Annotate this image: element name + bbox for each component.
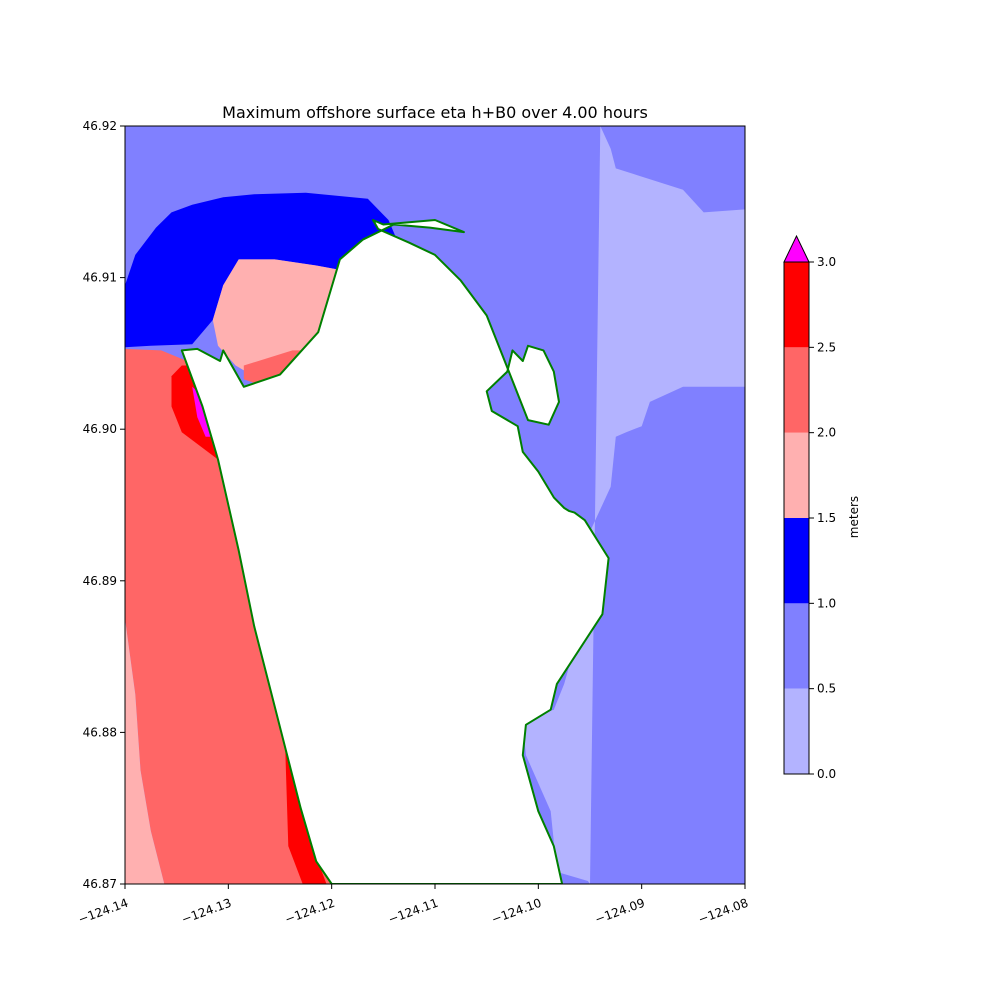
x-tick-label: −124.12 [283,896,337,927]
colorbar-extend-arrow [783,234,810,263]
colorbar-label: meters [847,496,861,538]
y-tick-label: 46.91 [83,271,117,285]
y-tick-label: 46.89 [83,574,117,588]
plot-area [125,126,745,884]
y-tick-label: 46.90 [83,422,117,436]
chart-title: Maximum offshore surface eta h+B0 over 4… [222,103,648,122]
y-tick-label: 46.92 [83,119,117,133]
x-tick-label: −124.13 [180,896,234,927]
colorbar-tick-label: 0.5 [817,682,836,696]
colorbar-segment [784,518,809,604]
colorbar-tick-label: 3.0 [817,255,836,269]
contour-region-1 [125,192,399,348]
x-axis: −124.14 −124.13 −124.12 −124.11 −124.10 −124.… [76,884,750,927]
colorbar-segment [784,347,809,433]
colorbar-segment [784,603,809,689]
colorbar: 0.0 0.5 1.0 1.5 2.0 2.5 3.0 [783,234,836,781]
colorbar-segment [784,262,809,348]
colorbar-segment [784,432,809,518]
y-tick-label: 46.88 [83,725,117,739]
x-tick-label: −124.11 [386,896,440,927]
y-axis: 46.87 46.88 46.89 46.90 46.91 46.92 [83,119,125,891]
colorbar-segment [784,688,809,774]
x-tick-label: −124.08 [696,896,750,927]
x-tick-label: −124.14 [76,896,130,927]
x-tick-label: −124.09 [593,896,647,927]
x-tick-label: −124.10 [490,896,544,927]
colorbar-tick-label: 1.5 [817,511,836,525]
colorbar-tick-label: 0.0 [817,767,836,781]
contour-region-4 [125,348,332,884]
contour-region-0 [522,126,745,884]
colorbar-tick-label: 2.0 [817,426,836,440]
contour-region-5 [125,618,165,884]
y-tick-label: 46.87 [83,877,117,891]
land-area [180,219,610,884]
colorbar-tick-label: 2.5 [817,340,836,354]
colorbar-tick-label: 1.0 [817,596,836,610]
